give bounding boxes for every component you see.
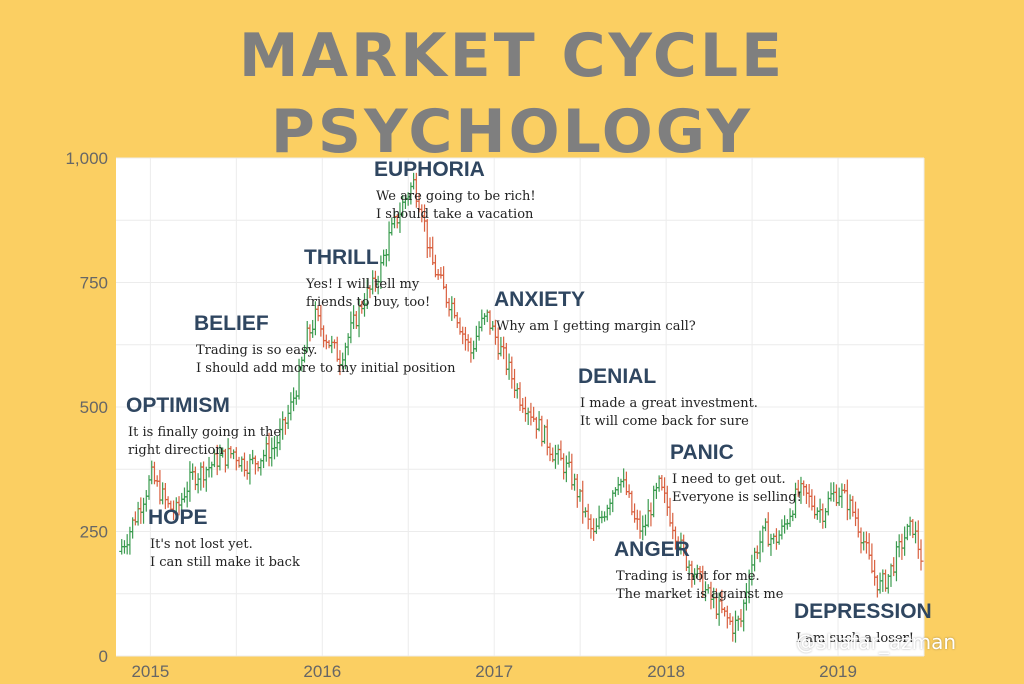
y-tick-label: 750 — [80, 274, 108, 293]
stage-heading: PANIC — [670, 441, 734, 464]
stage-caption: I can still make it back — [150, 555, 300, 570]
y-axis-ticks: 0 250 500 750 1,000 — [65, 149, 108, 666]
stage-caption: friends to buy, too! — [306, 295, 430, 310]
stage-heading: ANXIETY — [494, 288, 585, 311]
x-tick-label: 2018 — [647, 662, 685, 681]
stage-optimism: OPTIMISM It is finally going in the right … — [126, 394, 281, 458]
stage-caption: I should add more to my initial position — [196, 361, 456, 376]
stage-caption: I am such a loser! — [796, 631, 914, 646]
stage-caption: Trading is so easy. — [196, 343, 317, 358]
stage-caption: We are going to be rich! — [376, 189, 536, 204]
x-axis-ticks: 2015 2016 2017 2018 2019 — [131, 662, 856, 681]
stage-euphoria: EUPHORIA We are going to be rich! I should… — [374, 158, 536, 222]
stage-heading: HOPE — [148, 506, 208, 529]
stage-heading: BELIEF — [194, 312, 269, 335]
watermark: @shafar_azman — [796, 630, 957, 654]
candles — [119, 172, 924, 643]
stage-depression: DEPRESSION I am such a loser! — [794, 600, 932, 646]
stage-hope: HOPE It's not lost yet. I can still make i… — [148, 506, 300, 570]
stage-caption: It will come back for sure — [580, 414, 749, 429]
stage-caption: It is finally going in the — [128, 425, 281, 440]
stage-heading: DEPRESSION — [794, 600, 932, 623]
stage-caption: I need to get out. — [672, 472, 786, 487]
stage-heading: EUPHORIA — [374, 158, 485, 181]
stage-denial: DENIAL I made a great investment. It will … — [578, 365, 758, 429]
stage-annotations: HOPE It's not lost yet. I can still make i… — [126, 158, 932, 646]
x-tick-label: 2017 — [475, 662, 513, 681]
stage-caption: right direction — [128, 443, 224, 458]
page-title: MARKET CYCLE PSYCHOLOGY — [238, 21, 786, 167]
stage-caption: It's not lost yet. — [150, 537, 253, 552]
stage-anxiety: ANXIETY Why am I getting margin call? — [494, 288, 696, 334]
y-tick-label: 1,000 — [65, 149, 108, 168]
x-tick-label: 2015 — [131, 662, 169, 681]
stage-heading: OPTIMISM — [126, 394, 230, 417]
y-tick-label: 0 — [99, 647, 108, 666]
stage-caption: Trading is not for me. — [616, 569, 760, 584]
stage-caption: I should take a vacation — [376, 207, 534, 222]
stage-panic: PANIC I need to get out. Everyone is selli… — [670, 441, 802, 505]
stage-caption: Everyone is selling! — [672, 490, 802, 505]
x-tick-label: 2016 — [303, 662, 341, 681]
x-tick-label: 2019 — [819, 662, 857, 681]
stage-heading: ANGER — [614, 538, 690, 561]
stage-anger: ANGER Trading is not for me. The market is… — [614, 538, 784, 602]
stage-caption: Yes! I will tell my — [305, 277, 420, 292]
stage-heading: THRILL — [304, 246, 379, 269]
stage-heading: DENIAL — [578, 365, 656, 388]
stage-caption: I made a great investment. — [580, 396, 758, 411]
stage-caption: Why am I getting margin call? — [496, 319, 696, 334]
y-tick-label: 500 — [80, 398, 108, 417]
stage-belief: BELIEF Trading is so easy. I should add mo… — [194, 312, 456, 376]
y-tick-label: 250 — [80, 523, 108, 542]
stage-caption: The market is against me — [616, 587, 784, 602]
stage-thrill: THRILL Yes! I will tell my friends to buy,… — [304, 246, 430, 310]
